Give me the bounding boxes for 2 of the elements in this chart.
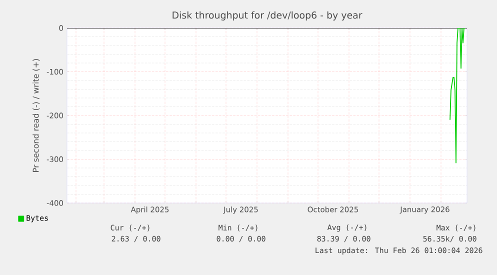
line-series [450, 28, 466, 164]
chart-title: Disk throughput for /dev/loop6 - by year [172, 11, 362, 21]
